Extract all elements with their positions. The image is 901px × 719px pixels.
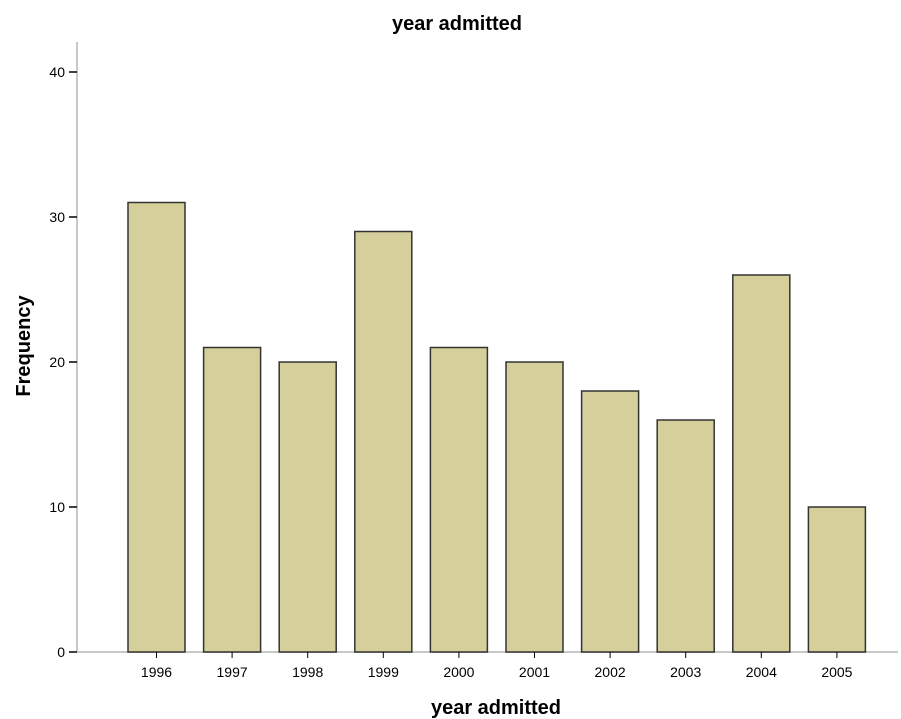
- bar-2000: [429, 346, 489, 653]
- x-ticks-group: 1996 1997 1998 1999 2000 2001 2002 2003 2004 2005: [141, 652, 853, 680]
- chart-title: year admitted: [392, 13, 522, 35]
- y-tick-label-0: 0: [57, 644, 65, 660]
- bar-1999: [354, 230, 413, 653]
- y-tick-label-10: 10: [49, 499, 65, 515]
- x-tick-label-2001: 2001: [519, 664, 550, 680]
- x-tick-label-2002: 2002: [595, 664, 626, 680]
- bars-group: [127, 201, 867, 653]
- bar-2003: [656, 419, 715, 653]
- bar-1996: [127, 201, 186, 653]
- bar-1998: [278, 361, 337, 653]
- bar-2002: [580, 390, 640, 653]
- x-tick-label-2004: 2004: [746, 664, 777, 680]
- x-tick-label-1998: 1998: [292, 664, 323, 680]
- x-tick-label-2005: 2005: [821, 664, 852, 680]
- y-axis-label: Frequency: [13, 295, 35, 397]
- x-tick-label-1996: 1996: [141, 664, 172, 680]
- y-tick-label-40: 40: [49, 64, 65, 80]
- y-tick-label-20: 20: [49, 354, 65, 370]
- y-ticks-group: 0 10 20 30 40: [49, 64, 77, 660]
- bar-2004: [732, 274, 791, 653]
- bar-2005: [807, 506, 867, 653]
- y-tick-label-30: 30: [49, 209, 65, 225]
- x-tick-label-2003: 2003: [670, 664, 701, 680]
- bar-1997: [202, 346, 262, 653]
- x-tick-label-1997: 1997: [217, 664, 248, 680]
- x-axis-label: year admitted: [431, 697, 561, 719]
- bar-2001: [505, 361, 564, 653]
- x-tick-label-2000: 2000: [443, 664, 474, 680]
- x-tick-label-1999: 1999: [368, 664, 399, 680]
